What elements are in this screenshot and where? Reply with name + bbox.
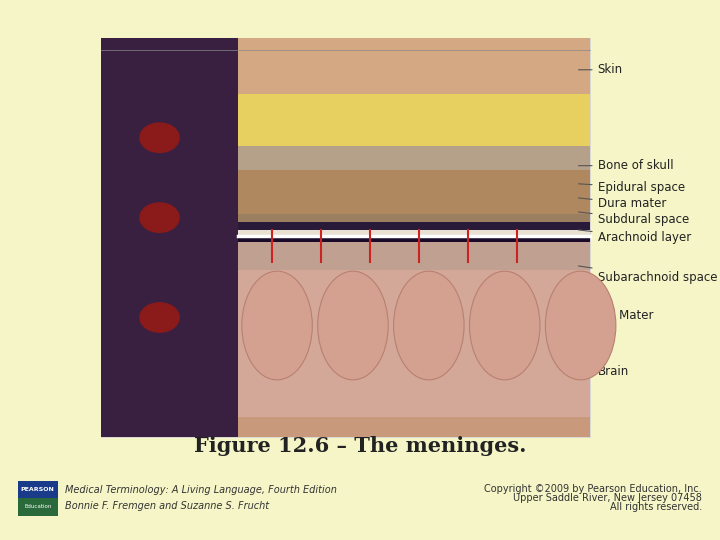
Circle shape <box>140 303 179 332</box>
Circle shape <box>140 123 179 152</box>
Bar <box>101 38 590 437</box>
Text: Arachnoid layer: Arachnoid layer <box>578 230 691 244</box>
Ellipse shape <box>318 271 388 380</box>
Circle shape <box>140 203 179 232</box>
Ellipse shape <box>242 271 312 380</box>
Text: Copyright ©2009 by Pearson Education, Inc.: Copyright ©2009 by Pearson Education, In… <box>485 484 702 495</box>
Bar <box>101 38 238 437</box>
Text: All rights reserved.: All rights reserved. <box>610 502 702 512</box>
Ellipse shape <box>394 271 464 380</box>
Ellipse shape <box>545 271 616 380</box>
Text: Dura mater: Dura mater <box>578 197 666 210</box>
Bar <box>101 38 590 98</box>
Text: Upper Saddle River, New Jersey 07458: Upper Saddle River, New Jersey 07458 <box>513 493 702 503</box>
Text: Brain: Brain <box>578 359 629 378</box>
Bar <box>18 498 58 516</box>
Ellipse shape <box>469 271 540 380</box>
Bar <box>101 241 590 286</box>
Text: PEARSON: PEARSON <box>21 487 55 492</box>
Bar <box>101 94 590 150</box>
Text: Epidural space: Epidural space <box>578 181 685 194</box>
Bar <box>101 214 590 226</box>
Bar <box>18 481 58 498</box>
Bar <box>101 269 590 417</box>
Bar <box>101 170 590 218</box>
Bar <box>101 38 590 437</box>
Text: Education: Education <box>24 504 52 509</box>
Text: Subarachnoid space: Subarachnoid space <box>578 266 717 284</box>
Bar <box>101 230 590 241</box>
Bar <box>101 238 590 249</box>
Text: Bonnie F. Fremgen and Suzanne S. Frucht: Bonnie F. Fremgen and Suzanne S. Frucht <box>65 501 269 511</box>
Text: Pia Mater: Pia Mater <box>578 300 653 322</box>
Text: Medical Terminology: A Living Language, Fourth Edition: Medical Terminology: A Living Language, … <box>65 485 337 495</box>
Text: Subdural space: Subdural space <box>578 212 689 226</box>
Text: Skin: Skin <box>578 63 623 76</box>
Bar <box>101 146 590 174</box>
Text: Bone of skull: Bone of skull <box>578 159 673 172</box>
Bar <box>101 221 590 269</box>
Text: Figure 12.6 – The meninges.: Figure 12.6 – The meninges. <box>194 435 526 456</box>
